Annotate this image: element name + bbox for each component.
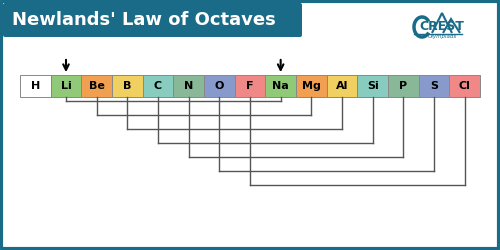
Bar — [388, 75, 418, 97]
Bar — [142, 75, 174, 97]
Text: Newlands' Law of Octaves: Newlands' Law of Octaves — [12, 11, 276, 29]
Text: Na: Na — [272, 81, 289, 91]
Text: F: F — [246, 81, 254, 91]
Bar — [418, 75, 450, 97]
Bar — [50, 75, 82, 97]
Text: Cl: Cl — [458, 81, 470, 91]
Bar — [174, 75, 204, 97]
Bar — [296, 75, 326, 97]
Bar — [450, 75, 480, 97]
Text: H: H — [30, 81, 40, 91]
Text: CREST: CREST — [420, 20, 465, 32]
Text: Li: Li — [60, 81, 72, 91]
Bar — [234, 75, 266, 97]
Bar — [326, 75, 358, 97]
Text: N: N — [184, 81, 194, 91]
Text: C: C — [154, 81, 162, 91]
Text: Si: Si — [367, 81, 378, 91]
Bar — [112, 75, 142, 97]
Text: P: P — [400, 81, 407, 91]
Bar — [82, 75, 112, 97]
Bar — [204, 75, 234, 97]
Bar — [20, 75, 50, 97]
Text: B: B — [123, 81, 132, 91]
Text: Mg: Mg — [302, 81, 321, 91]
Bar — [358, 75, 388, 97]
Text: O: O — [214, 81, 224, 91]
Text: Olympiads: Olympiads — [428, 34, 456, 39]
Bar — [266, 75, 296, 97]
Text: Be: Be — [88, 81, 104, 91]
Text: S: S — [430, 81, 438, 91]
Text: Al: Al — [336, 81, 348, 91]
FancyBboxPatch shape — [3, 3, 302, 37]
